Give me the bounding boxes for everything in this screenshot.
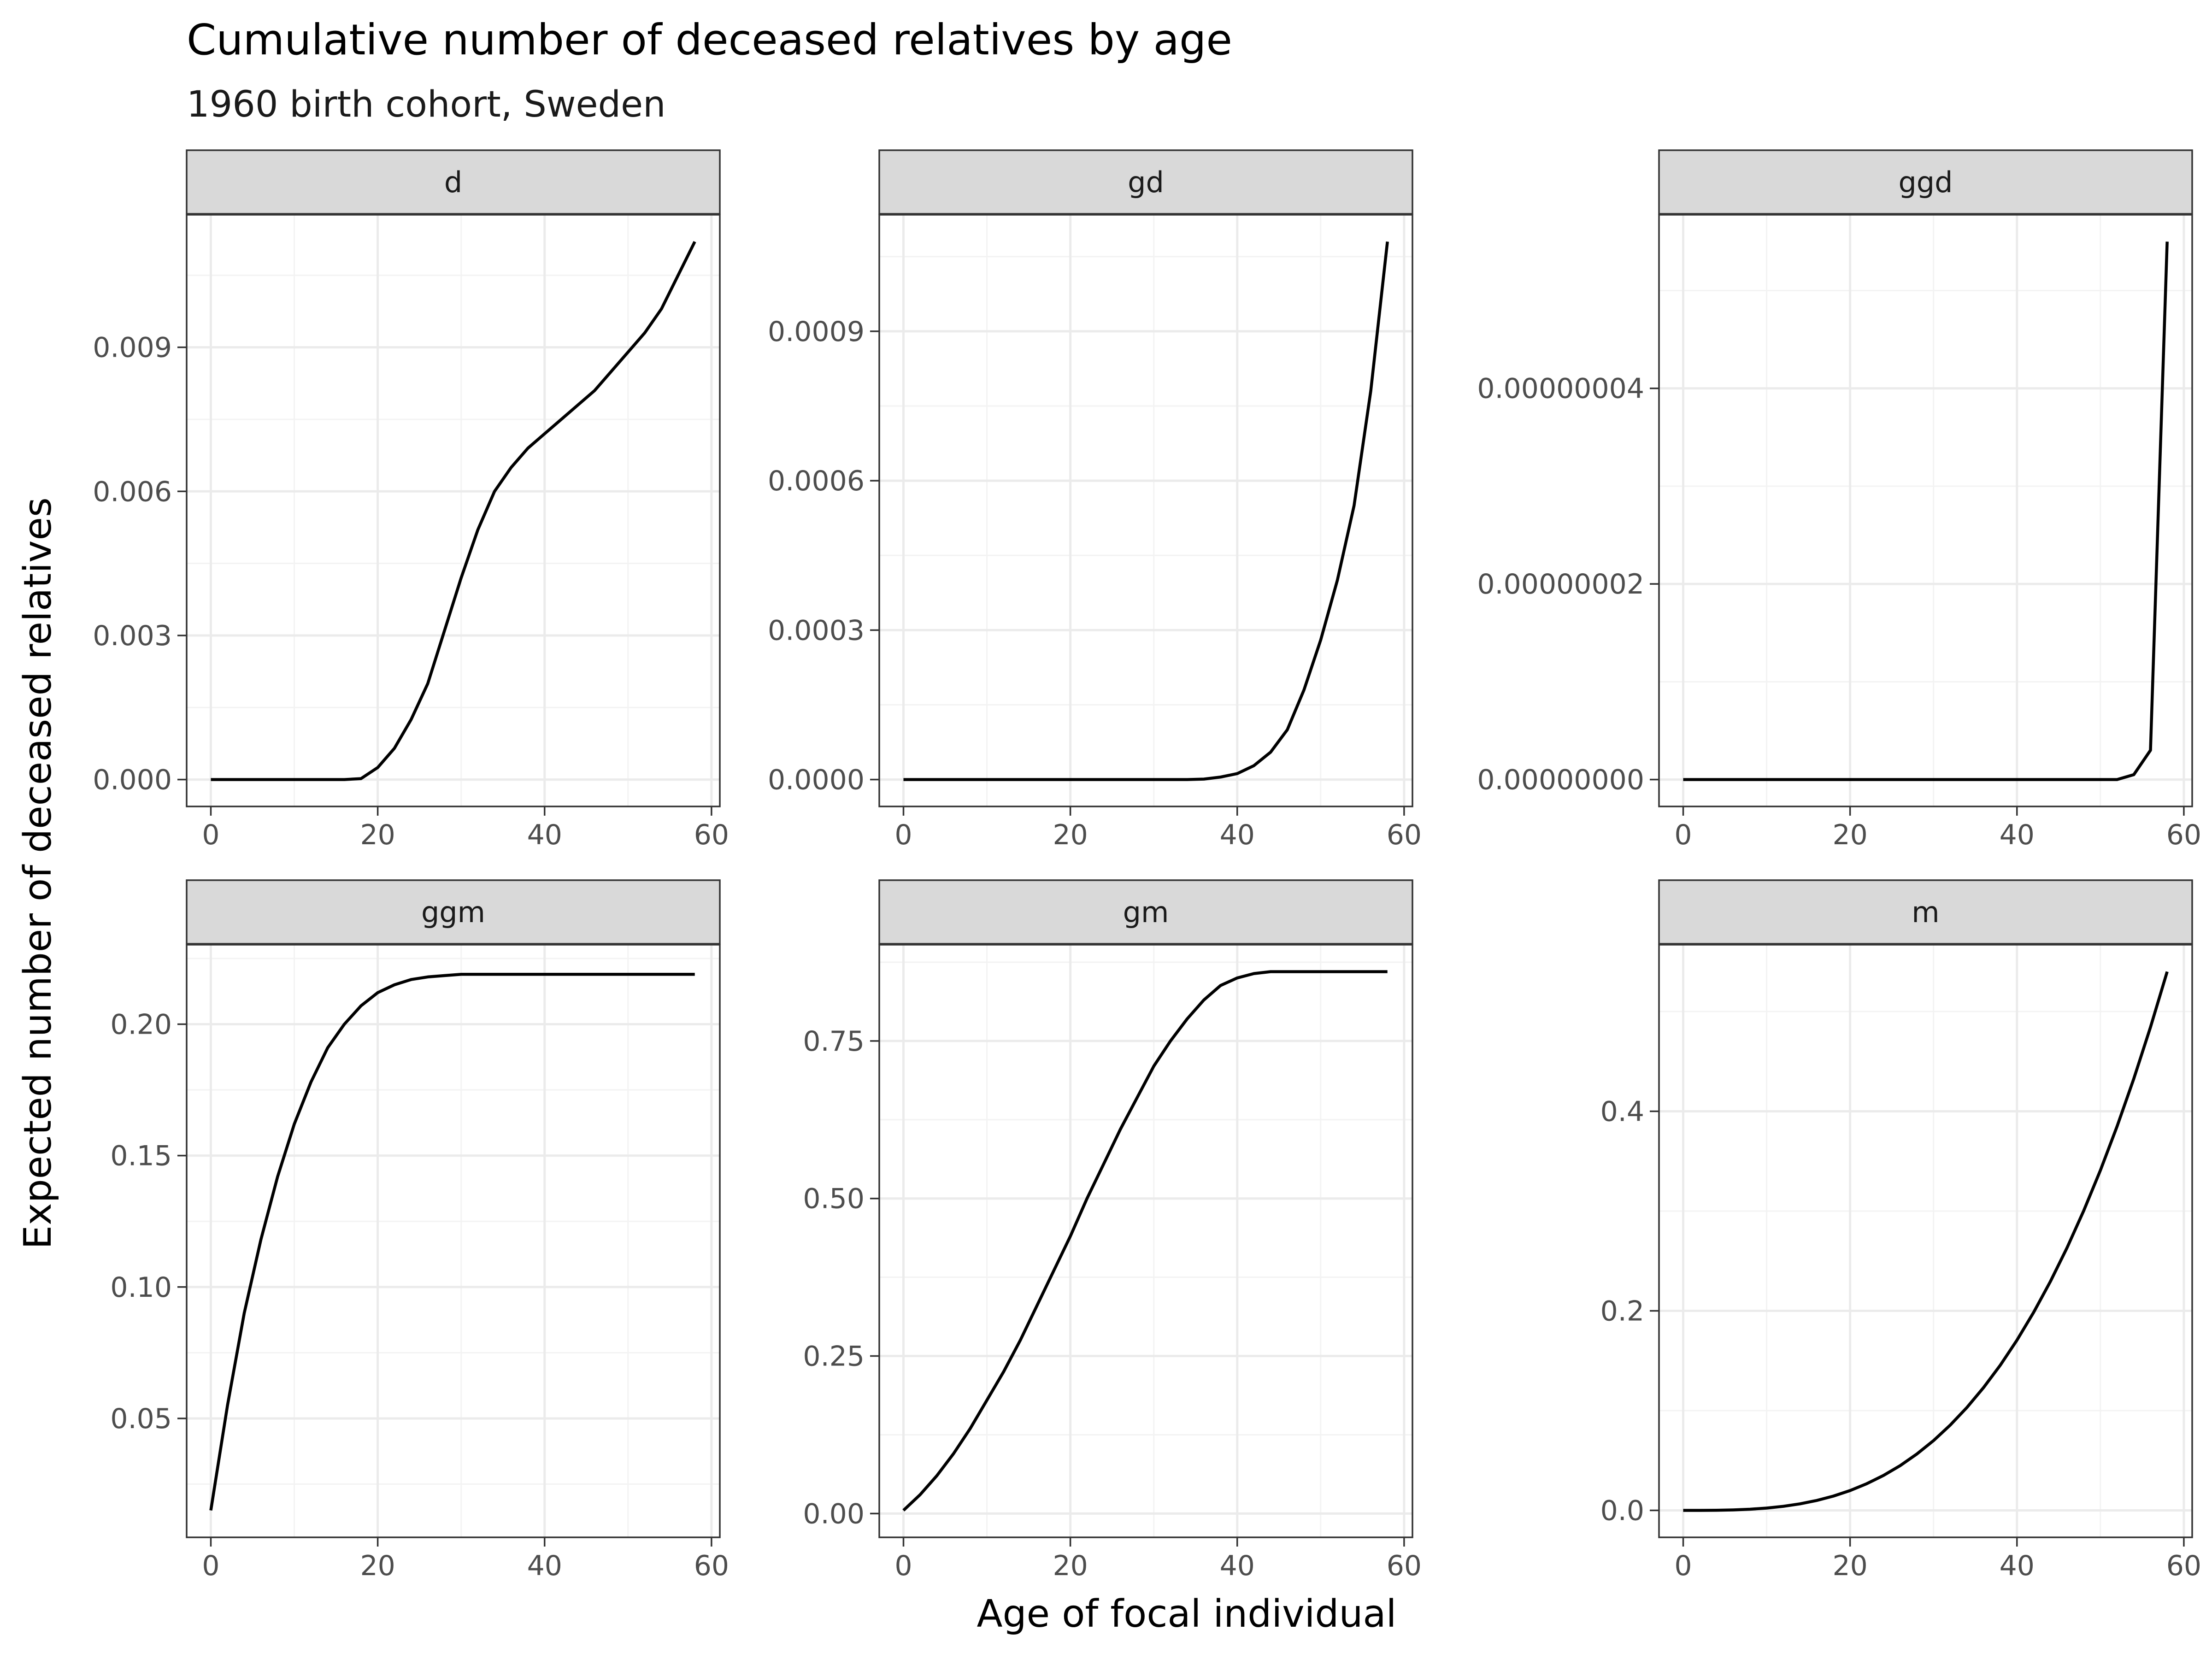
y-tick-label: 0.05 <box>110 1403 172 1435</box>
y-tick-label: 0.75 <box>803 1025 865 1058</box>
y-tick-label: 0.009 <box>93 332 172 364</box>
y-tick-label: 0.00000002 <box>1477 568 1644 600</box>
y-tick-label: 0.4 <box>1600 1096 1644 1128</box>
x-tick-label: 20 <box>1832 819 1867 851</box>
facet-panel-ggm: 0 20 40 60 0.05 0.10 0.15 0.20 ggm <box>110 879 729 1582</box>
facet-strip <box>878 149 1413 215</box>
x-tick-label: 40 <box>2000 1550 2035 1582</box>
series-line-gd <box>903 241 1389 781</box>
y-tick-label: 0.0006 <box>768 465 865 497</box>
x-tick-label: 20 <box>1832 1550 1867 1582</box>
panel-border <box>186 214 721 807</box>
y-tick-label: 0.10 <box>110 1271 172 1304</box>
series-line-m <box>1683 971 2169 1512</box>
x-tick-label: 0 <box>1674 1550 1692 1582</box>
chart-title: Cumulative number of deceased relatives … <box>187 15 1232 65</box>
facet-strip-label: ggm <box>421 895 485 929</box>
facet-strip <box>1658 149 2193 215</box>
x-tick-label: 60 <box>1387 1550 1422 1582</box>
facet-strip-label: ggd <box>1898 165 1953 199</box>
x-tick-label: 0 <box>202 1550 219 1582</box>
facet-strip <box>878 879 1413 945</box>
x-tick-label: 20 <box>1053 819 1088 851</box>
y-tick-label: 0.25 <box>803 1341 865 1373</box>
facet-strip-label: m <box>1912 895 1939 929</box>
facet-panel-d: 0 20 40 60 0.000 0.003 0.006 0.009 d <box>93 149 729 851</box>
facet-strip-label: gd <box>1128 165 1164 199</box>
x-tick-label: 60 <box>1387 819 1422 851</box>
y-tick-label: 0.00 <box>803 1498 865 1530</box>
y-tick-label: 0.0003 <box>768 614 865 647</box>
x-tick-label: 40 <box>527 1550 562 1582</box>
x-tick-label: 60 <box>694 819 729 851</box>
y-tick-label: 0.20 <box>110 1009 172 1041</box>
x-tick-label: 40 <box>2000 819 2035 851</box>
y-tick-label: 0.50 <box>803 1183 865 1215</box>
x-tick-label: 40 <box>1220 819 1255 851</box>
panel-border <box>1658 214 2193 807</box>
x-tick-label: 40 <box>1220 1550 1255 1582</box>
series-line-ggm <box>209 972 695 1511</box>
facet-strip <box>186 879 721 945</box>
facet-panel-ggd: 0 20 40 60 0.00000000 0.00000002 0.00000004 ggd <box>1477 149 2201 851</box>
y-tick-label: 0.0 <box>1600 1495 1644 1527</box>
y-tick-label: 0.003 <box>93 620 172 652</box>
x-tick-label: 60 <box>2166 819 2201 851</box>
x-tick-label: 20 <box>1053 1550 1088 1582</box>
x-tick-label: 0 <box>894 1550 912 1582</box>
panel-border <box>878 944 1413 1538</box>
x-tick-label: 60 <box>2166 1550 2201 1582</box>
facet-panel-gm: 0 20 40 60 0.00 0.25 0.50 0.75 gm <box>803 879 1422 1582</box>
y-tick-label: 0.006 <box>93 476 172 508</box>
x-tick-label: 60 <box>694 1550 729 1582</box>
y-axis-title: Expected number of deceased relatives <box>16 497 60 1249</box>
x-tick-label: 0 <box>894 819 912 851</box>
x-tick-label: 20 <box>360 1550 395 1582</box>
x-tick-label: 40 <box>527 819 562 851</box>
x-tick-label: 20 <box>360 819 395 851</box>
y-tick-label: 0.000 <box>93 764 172 796</box>
y-tick-label: 0.00000004 <box>1477 373 1644 405</box>
x-tick-label: 0 <box>1674 819 1692 851</box>
x-tick-label: 0 <box>202 819 219 851</box>
facet-strip <box>186 149 721 215</box>
panel-border <box>186 944 721 1538</box>
y-tick-label: 0.00000000 <box>1477 764 1644 796</box>
facet-strip-label: gm <box>1123 895 1169 929</box>
facet-panel-gd: 0 20 40 60 0.0000 0.0003 0.0006 0.0009 gd <box>768 149 1422 851</box>
facet-strip-label: d <box>444 165 462 199</box>
panel-border <box>878 214 1413 807</box>
chart-subtitle: 1960 birth cohort, Sweden <box>187 84 666 125</box>
facet-panel-m: 0 20 40 60 0.0 0.2 0.4 m <box>1600 879 2201 1582</box>
series-line-ggd <box>1683 241 2169 781</box>
x-axis-title: Age of focal individual <box>977 1592 1397 1636</box>
y-tick-label: 0.2 <box>1600 1295 1644 1328</box>
y-tick-label: 0.0000 <box>768 764 865 796</box>
panel-border <box>1658 944 2193 1538</box>
series-line-d <box>211 241 696 781</box>
series-line-gm <box>902 970 1388 1512</box>
facet-strip <box>1658 879 2193 945</box>
y-tick-label: 0.15 <box>110 1140 172 1172</box>
y-tick-label: 0.0009 <box>768 316 865 348</box>
